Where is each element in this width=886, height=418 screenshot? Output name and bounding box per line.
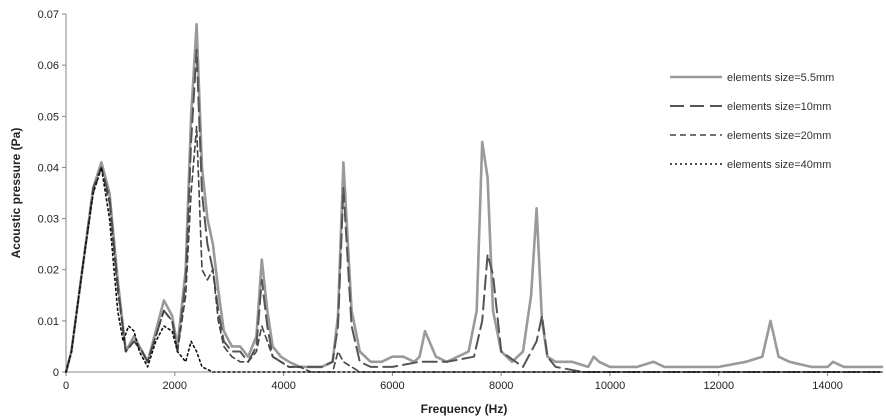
series-layer — [64, 22, 884, 374]
x-tick-label: 10000 — [595, 380, 626, 392]
y-tick-label: 0.02 — [38, 265, 59, 277]
x-tick-label: 8000 — [489, 380, 513, 392]
x-tick-label: 4000 — [271, 380, 295, 392]
legend-label-4: elements size=40mm — [727, 159, 831, 171]
series-line-1 — [64, 22, 884, 374]
legend-label-1: elements size=5.5mm — [727, 72, 834, 84]
y-axis-label: Acoustic pressure (Pa) — [9, 128, 23, 259]
x-tick-label: 6000 — [380, 380, 404, 392]
y-tick-label: 0.03 — [38, 214, 59, 226]
y-tick-label: 0.04 — [38, 162, 59, 174]
x-tick-label: 14000 — [812, 380, 843, 392]
x-tick-label: 2000 — [163, 380, 187, 392]
x-axis-ticks: 0 2000 4000 6000 8000 10000 12000 14000 — [63, 372, 843, 392]
y-tick-label: 0.07 — [38, 9, 59, 21]
legend-label-3: elements size=20mm — [727, 130, 831, 142]
legend: elements size=5.5mm elements size=10mm ele… — [670, 72, 834, 171]
series-line-3 — [65, 125, 883, 373]
y-tick-label: 0.05 — [38, 111, 59, 123]
y-tick-label: 0 — [53, 367, 59, 379]
legend-label-2: elements size=10mm — [727, 101, 831, 113]
y-axis-ticks: 0 0.01 0.02 0.03 0.04 0.05 0.06 0.07 — [38, 9, 66, 379]
x-tick-label: 0 — [63, 380, 69, 392]
x-axis-label: Frequency (Hz) — [421, 402, 508, 416]
y-tick-label: 0.01 — [38, 316, 59, 328]
x-tick-label: 12000 — [704, 380, 735, 392]
y-tick-label: 0.06 — [38, 60, 59, 72]
series-line-4 — [65, 166, 883, 373]
